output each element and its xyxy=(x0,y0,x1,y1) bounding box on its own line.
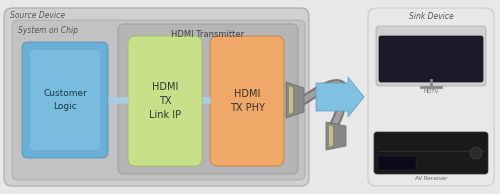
FancyBboxPatch shape xyxy=(210,36,284,166)
Polygon shape xyxy=(329,125,333,147)
FancyBboxPatch shape xyxy=(22,42,108,158)
Text: AV Receiver: AV Receiver xyxy=(415,176,448,181)
Polygon shape xyxy=(286,82,304,118)
Text: Source Device: Source Device xyxy=(10,11,65,20)
Text: HDTV: HDTV xyxy=(424,89,438,94)
Text: Customer
Logic: Customer Logic xyxy=(43,89,87,111)
Polygon shape xyxy=(326,122,346,150)
Circle shape xyxy=(470,147,482,159)
Text: HDMI
TX
Link IP: HDMI TX Link IP xyxy=(149,82,181,120)
FancyBboxPatch shape xyxy=(118,24,298,174)
FancyBboxPatch shape xyxy=(379,36,483,82)
FancyArrow shape xyxy=(316,77,364,117)
FancyBboxPatch shape xyxy=(30,50,100,150)
FancyBboxPatch shape xyxy=(4,8,309,186)
Polygon shape xyxy=(289,86,293,114)
FancyBboxPatch shape xyxy=(128,36,202,166)
FancyBboxPatch shape xyxy=(12,20,305,180)
Text: System on Chip: System on Chip xyxy=(18,26,78,35)
FancyBboxPatch shape xyxy=(368,8,494,186)
FancyBboxPatch shape xyxy=(374,132,488,174)
FancyBboxPatch shape xyxy=(378,156,416,170)
FancyBboxPatch shape xyxy=(376,26,486,86)
Text: HDMI Transmitter: HDMI Transmitter xyxy=(172,30,244,39)
Text: Sink Device: Sink Device xyxy=(408,12,454,21)
Text: HDMI
TX PHY: HDMI TX PHY xyxy=(230,89,264,113)
